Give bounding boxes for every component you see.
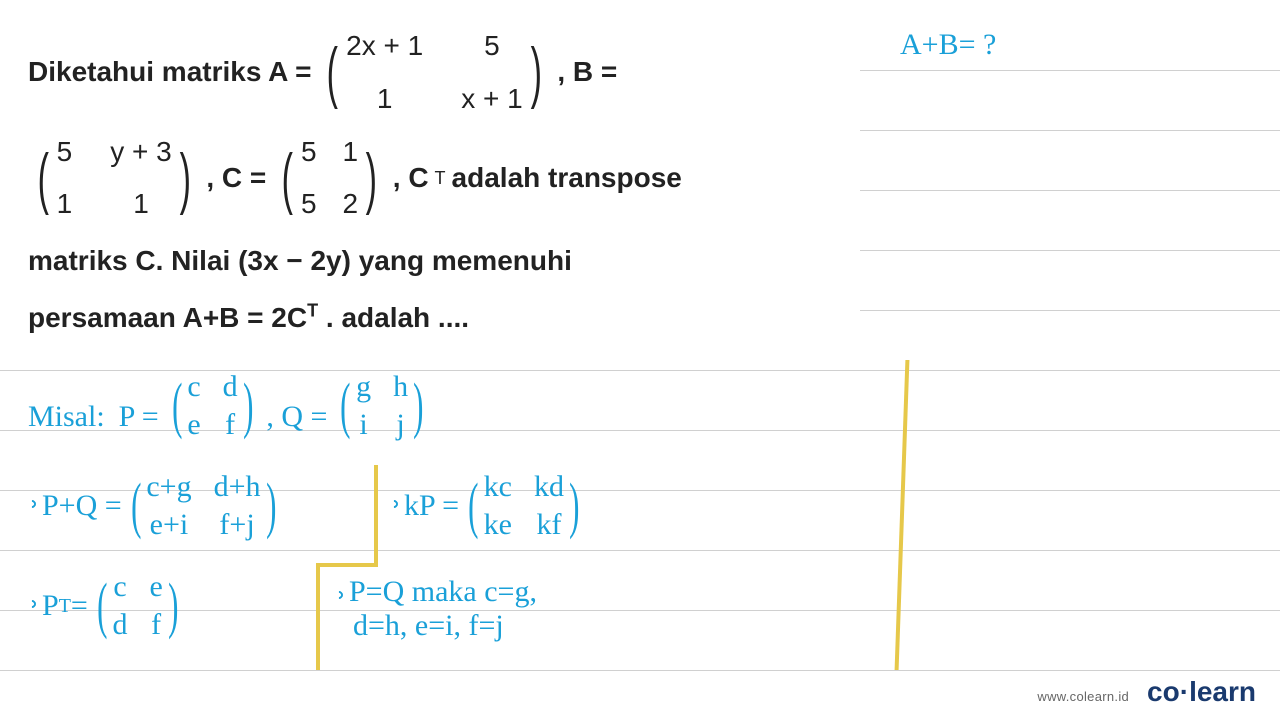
hw-Q-eq: , Q = — [266, 400, 327, 433]
yellow-divider-v2 — [316, 565, 320, 670]
bullet-icon — [333, 589, 344, 600]
hwP-21: e — [187, 408, 200, 442]
problem-line3: matriks C. Nilai (3x − 2y) yang memenuhi — [28, 239, 848, 284]
problem-line2-post2: adalah transpose — [452, 156, 682, 201]
problem-line1-post: , B = — [557, 50, 617, 95]
hw-pt-sup: T — [59, 595, 71, 618]
matrix-B: ( 5 y + 3 1 1 ) — [32, 130, 196, 228]
footer-logo: co·learn — [1147, 676, 1256, 708]
hw-matrix-PQ: ( c+g d+h e+i f+j ) — [126, 470, 281, 542]
hw-matrix-Q: ( g h i j ) — [335, 370, 428, 442]
matC-11: 5 — [301, 130, 317, 175]
hwQ-12: h — [393, 370, 408, 404]
bullet-icon — [26, 598, 37, 609]
hwPQ-11: c+g — [146, 470, 191, 504]
C-transpose-sup: T — [435, 164, 446, 193]
matB-21: 1 — [57, 182, 73, 227]
hw-matrix-P: ( c d e f ) — [167, 370, 259, 442]
footer-url: www.colearn.id — [1037, 689, 1129, 704]
matB-11: 5 — [57, 130, 73, 175]
logo-dot: · — [1180, 676, 1189, 707]
problem-line4-pre: persamaan A+B = 2C — [28, 302, 307, 333]
hwPQ-12: d+h — [214, 470, 261, 504]
matA-11: 2x + 1 — [346, 24, 423, 69]
hw-pt-P: P — [42, 589, 59, 623]
hwKP-11: kc — [484, 470, 512, 504]
matB-12: y + 3 — [110, 130, 171, 175]
yellow-divider-h — [316, 563, 378, 567]
bullet-icon — [388, 498, 399, 509]
matrix-A: ( 2x + 1 5 1 x + 1 ) — [321, 24, 547, 122]
hw-pt-row: PT = ( c e d f ) — [28, 570, 187, 642]
hwPT-22: f — [149, 608, 162, 642]
hwP-22: f — [223, 408, 238, 442]
hw-kp-row: kP = ( kc kd ke kf ) — [390, 470, 589, 542]
hwKP-21: ke — [484, 508, 512, 542]
yellow-divider-right — [895, 360, 910, 670]
matA-21: 1 — [346, 77, 423, 122]
hwPQ-21: e+i — [146, 508, 191, 542]
hw-P-eq: P = — [119, 400, 159, 433]
hw-matrix-PT: ( c e d f ) — [92, 570, 184, 642]
hwPT-11: c — [112, 570, 127, 604]
problem-line2-post: , C — [393, 156, 429, 201]
matA-12: 5 — [461, 24, 522, 69]
problem-line1-pre: Diketahui matriks A = — [28, 50, 311, 95]
hwQ-21: i — [356, 408, 371, 442]
hw-misal: Misal: — [28, 400, 105, 433]
hw-ab-equals: A+B= ? — [900, 28, 996, 62]
hwP-11: c — [187, 370, 200, 404]
hw-peq-row: P=Q maka c=g, d=h, e=i, f=j — [335, 575, 537, 643]
matC-12: 1 — [343, 130, 359, 175]
hw-pq-label: P+Q = — [42, 489, 122, 523]
logo-pre: co — [1147, 676, 1180, 707]
hwPQ-22: f+j — [214, 508, 261, 542]
hwKP-22: kf — [534, 508, 564, 542]
footer: www.colearn.id co·learn — [1037, 676, 1256, 708]
logo-post: learn — [1189, 676, 1256, 707]
hwQ-22: j — [393, 408, 408, 442]
matC-22: 2 — [343, 182, 359, 227]
hwP-12: d — [223, 370, 238, 404]
hw-peq-line2: d=h, e=i, f=j — [353, 609, 537, 643]
hwKP-12: kd — [534, 470, 564, 504]
hw-kp-label: kP = — [404, 489, 459, 523]
hw-misal-row: Misal: P = ( c d e f ) , Q = ( g h i j ) — [28, 370, 433, 442]
hwQ-11: g — [356, 370, 371, 404]
hw-peq-line1: P=Q maka c=g, — [349, 575, 537, 608]
hwPT-12: e — [149, 570, 162, 604]
matC-21: 5 — [301, 182, 317, 227]
hwPT-21: d — [112, 608, 127, 642]
matA-22: x + 1 — [461, 77, 522, 122]
hw-pplusq-row: P+Q = ( c+g d+h e+i f+j ) — [28, 470, 285, 542]
problem-line4-post: . adalah .... — [326, 302, 469, 333]
hw-matrix-KP: ( kc kd ke kf ) — [463, 470, 585, 542]
hw-pt-eq: = — [71, 589, 88, 623]
yellow-divider-v1 — [374, 465, 378, 565]
matB-22: 1 — [110, 182, 171, 227]
matrix-C: ( 5 1 5 2 ) — [276, 130, 382, 228]
problem-line2-mid: , C = — [206, 156, 266, 201]
bullet-icon — [26, 498, 37, 509]
line4-sup: T — [307, 301, 318, 321]
problem-text: Diketahui matriks A = ( 2x + 1 5 1 x + 1… — [28, 24, 848, 341]
